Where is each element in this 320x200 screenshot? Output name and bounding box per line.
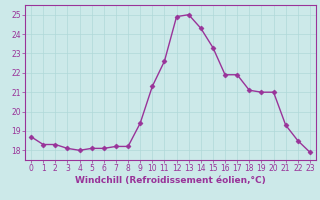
X-axis label: Windchill (Refroidissement éolien,°C): Windchill (Refroidissement éolien,°C) xyxy=(75,176,266,185)
